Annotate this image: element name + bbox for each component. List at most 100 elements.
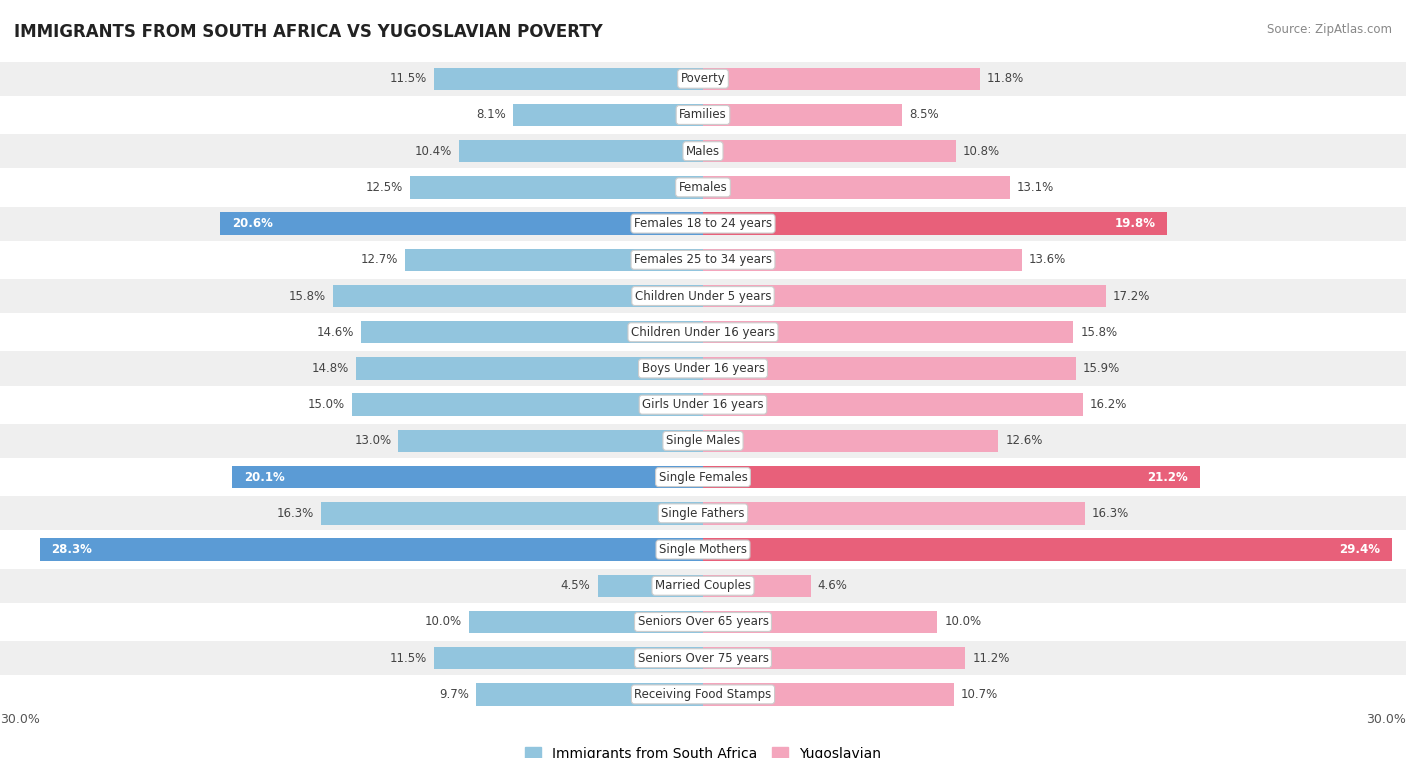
- Bar: [0, 133, 1406, 169]
- Text: 21.2%: 21.2%: [1147, 471, 1188, 484]
- Text: Families: Families: [679, 108, 727, 121]
- Text: 15.9%: 15.9%: [1083, 362, 1119, 375]
- Text: 10.0%: 10.0%: [945, 615, 981, 628]
- Bar: [356, 357, 703, 380]
- Text: Poverty: Poverty: [681, 72, 725, 85]
- Text: Children Under 5 years: Children Under 5 years: [634, 290, 772, 302]
- Bar: [0, 423, 1406, 459]
- Bar: [0, 640, 1406, 676]
- Bar: [703, 357, 1076, 380]
- Text: 10.4%: 10.4%: [415, 145, 453, 158]
- Bar: [0, 242, 1406, 278]
- Text: Females 18 to 24 years: Females 18 to 24 years: [634, 217, 772, 230]
- Text: IMMIGRANTS FROM SOUTH AFRICA VS YUGOSLAVIAN POVERTY: IMMIGRANTS FROM SOUTH AFRICA VS YUGOSLAV…: [14, 23, 603, 41]
- Bar: [0, 314, 1406, 350]
- Text: 10.7%: 10.7%: [960, 688, 998, 701]
- Text: 12.7%: 12.7%: [361, 253, 398, 266]
- Text: 20.1%: 20.1%: [243, 471, 284, 484]
- Bar: [460, 140, 703, 162]
- Bar: [0, 568, 1406, 604]
- Bar: [39, 538, 703, 561]
- Bar: [703, 647, 966, 669]
- Bar: [468, 611, 703, 633]
- Text: 14.8%: 14.8%: [312, 362, 349, 375]
- Text: 4.5%: 4.5%: [561, 579, 591, 592]
- Bar: [0, 459, 1406, 495]
- Bar: [703, 321, 1073, 343]
- Bar: [703, 575, 811, 597]
- Text: 16.2%: 16.2%: [1090, 398, 1128, 411]
- Text: Receiving Food Stamps: Receiving Food Stamps: [634, 688, 772, 701]
- Text: Seniors Over 65 years: Seniors Over 65 years: [637, 615, 769, 628]
- Text: 8.1%: 8.1%: [477, 108, 506, 121]
- Text: 20.6%: 20.6%: [232, 217, 273, 230]
- Bar: [703, 502, 1085, 525]
- Text: 11.5%: 11.5%: [389, 652, 426, 665]
- Text: 13.1%: 13.1%: [1017, 181, 1054, 194]
- Text: 28.3%: 28.3%: [52, 543, 93, 556]
- Bar: [232, 466, 703, 488]
- Bar: [513, 104, 703, 126]
- Text: Single Mothers: Single Mothers: [659, 543, 747, 556]
- Bar: [0, 495, 1406, 531]
- Text: 16.3%: 16.3%: [1092, 507, 1129, 520]
- Bar: [433, 67, 703, 90]
- Text: 13.0%: 13.0%: [354, 434, 391, 447]
- Bar: [0, 278, 1406, 314]
- Text: 14.6%: 14.6%: [316, 326, 354, 339]
- Text: 12.5%: 12.5%: [366, 181, 404, 194]
- Bar: [703, 393, 1083, 416]
- Text: 15.8%: 15.8%: [1080, 326, 1118, 339]
- Text: Single Females: Single Females: [658, 471, 748, 484]
- Text: Single Fathers: Single Fathers: [661, 507, 745, 520]
- Text: 30.0%: 30.0%: [1367, 713, 1406, 726]
- Text: Children Under 16 years: Children Under 16 years: [631, 326, 775, 339]
- Text: Married Couples: Married Couples: [655, 579, 751, 592]
- Text: 11.8%: 11.8%: [987, 72, 1024, 85]
- Text: 15.8%: 15.8%: [288, 290, 326, 302]
- Text: Seniors Over 75 years: Seniors Over 75 years: [637, 652, 769, 665]
- Bar: [703, 67, 980, 90]
- Text: 12.6%: 12.6%: [1005, 434, 1043, 447]
- Bar: [0, 97, 1406, 133]
- Bar: [0, 387, 1406, 423]
- Text: 11.2%: 11.2%: [973, 652, 1010, 665]
- Bar: [0, 531, 1406, 568]
- Bar: [0, 350, 1406, 387]
- Bar: [703, 285, 1107, 307]
- Text: Males: Males: [686, 145, 720, 158]
- Text: Females: Females: [679, 181, 727, 194]
- Bar: [598, 575, 703, 597]
- Text: 13.6%: 13.6%: [1029, 253, 1066, 266]
- Bar: [352, 393, 703, 416]
- Bar: [0, 61, 1406, 97]
- Bar: [0, 205, 1406, 242]
- Bar: [0, 169, 1406, 205]
- Text: 29.4%: 29.4%: [1340, 543, 1381, 556]
- Text: Boys Under 16 years: Boys Under 16 years: [641, 362, 765, 375]
- Bar: [703, 611, 938, 633]
- Bar: [221, 212, 703, 235]
- Text: 30.0%: 30.0%: [0, 713, 39, 726]
- Text: 8.5%: 8.5%: [910, 108, 939, 121]
- Text: 10.0%: 10.0%: [425, 615, 461, 628]
- Bar: [433, 647, 703, 669]
- Text: Source: ZipAtlas.com: Source: ZipAtlas.com: [1267, 23, 1392, 36]
- Bar: [0, 604, 1406, 640]
- Text: 15.0%: 15.0%: [308, 398, 344, 411]
- Bar: [703, 466, 1199, 488]
- Bar: [398, 430, 703, 452]
- Text: 4.6%: 4.6%: [818, 579, 848, 592]
- Bar: [475, 683, 703, 706]
- Text: 19.8%: 19.8%: [1115, 217, 1156, 230]
- Bar: [703, 683, 953, 706]
- Text: 9.7%: 9.7%: [439, 688, 468, 701]
- Bar: [321, 502, 703, 525]
- Bar: [703, 176, 1010, 199]
- Text: 11.5%: 11.5%: [389, 72, 426, 85]
- Legend: Immigrants from South Africa, Yugoslavian: Immigrants from South Africa, Yugoslavia…: [524, 747, 882, 758]
- Text: Girls Under 16 years: Girls Under 16 years: [643, 398, 763, 411]
- Bar: [703, 104, 903, 126]
- Text: Single Males: Single Males: [666, 434, 740, 447]
- Text: Females 25 to 34 years: Females 25 to 34 years: [634, 253, 772, 266]
